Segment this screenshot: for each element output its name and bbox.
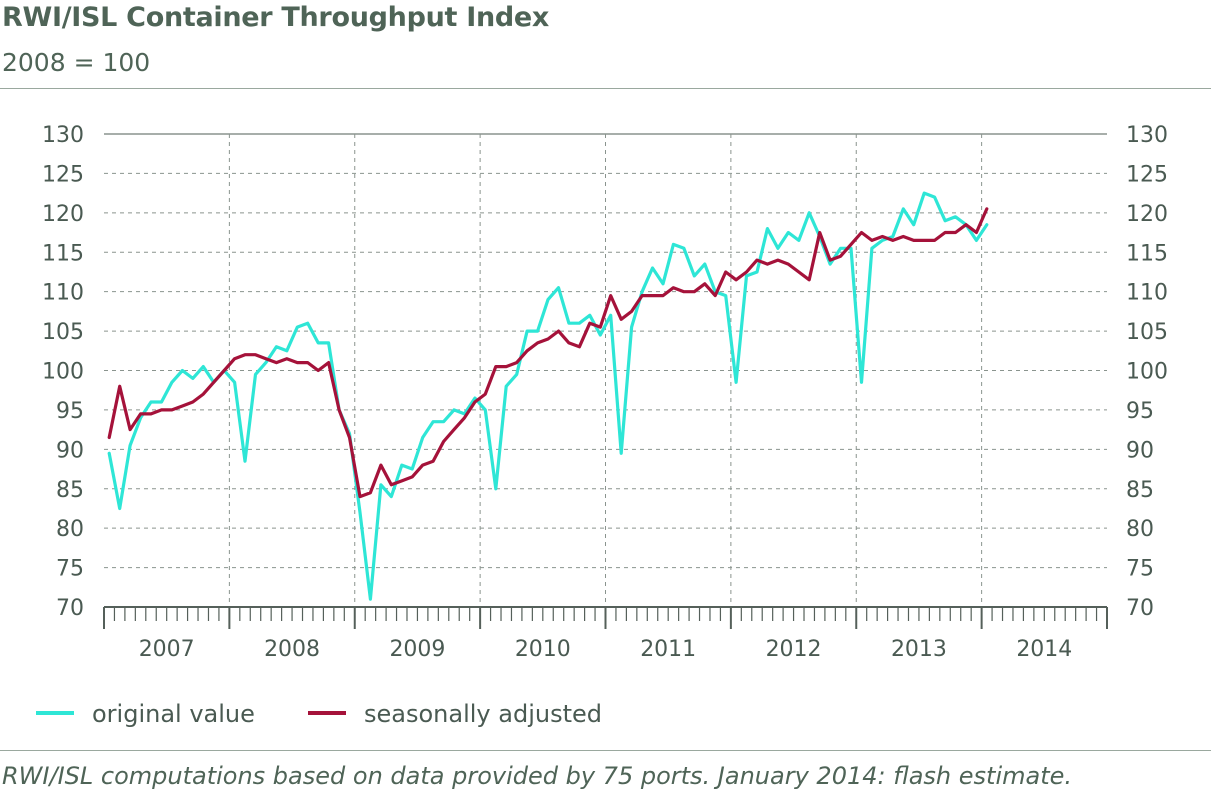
grid-lines xyxy=(104,133,1107,607)
y-tick-label-right: 105 xyxy=(1126,320,1168,345)
y-tick-label-left: 125 xyxy=(42,162,84,187)
y-tick-label-right: 120 xyxy=(1126,202,1168,227)
y-tick-label-left: 120 xyxy=(42,202,84,227)
y-axis-right: 70 75 80 85 90 95 100 105 110 115 120 125 130 xyxy=(1126,123,1168,621)
chart-subtitle: 2008 = 100 xyxy=(2,48,151,77)
y-tick-label-left: 85 xyxy=(56,478,84,503)
legend-label-original: original value xyxy=(92,700,255,728)
legend-label-seasonal: seasonally adjusted xyxy=(364,700,602,728)
x-tick-label: 2012 xyxy=(766,637,822,662)
y-axis-left: 70 75 80 85 90 95 100 105 110 115 120 125 130 xyxy=(42,123,84,621)
series-lines xyxy=(107,191,989,601)
y-tick-label-right: 80 xyxy=(1126,517,1154,542)
x-tick-label: 2007 xyxy=(139,637,195,662)
y-tick-label-right: 130 xyxy=(1126,123,1168,148)
line-chart: 70 75 80 85 90 95 100 105 110 115 120 125 130 70 75 80… xyxy=(36,123,1168,728)
x-tick-label: 2013 xyxy=(891,637,947,662)
y-tick-label-right: 95 xyxy=(1126,399,1154,424)
y-tick-label-right: 75 xyxy=(1126,557,1154,582)
y-tick-label-right: 85 xyxy=(1126,478,1154,503)
y-tick-label-left: 90 xyxy=(56,438,84,463)
chart-title: RWI/ISL Container Throughput Index xyxy=(2,2,550,33)
x-tick-label: 2008 xyxy=(264,637,320,662)
x-tick-label: 2010 xyxy=(515,637,571,662)
y-tick-label-left: 130 xyxy=(42,123,84,148)
x-tick-label: 2014 xyxy=(1016,637,1072,662)
y-tick-label-left: 80 xyxy=(56,517,84,542)
y-tick-label-right: 110 xyxy=(1126,281,1168,306)
y-tick-label-right: 115 xyxy=(1126,241,1168,266)
y-tick-label-right: 70 xyxy=(1126,596,1154,621)
y-tick-label-left: 70 xyxy=(56,596,84,621)
y-tick-label-left: 105 xyxy=(42,320,84,345)
series-seasonal-line xyxy=(107,207,989,499)
y-tick-label-right: 90 xyxy=(1126,438,1154,463)
y-tick-label-left: 75 xyxy=(56,557,84,582)
footer-divider xyxy=(0,750,1211,751)
y-tick-label-left: 115 xyxy=(42,241,84,266)
series-original-line xyxy=(107,191,989,601)
y-tick-label-left: 110 xyxy=(42,281,84,306)
y-tick-label-left: 100 xyxy=(42,360,84,385)
x-axis: 2007 2008 2009 2010 2011 2012 2013 2014 xyxy=(139,637,1073,662)
legend: original value seasonally adjusted xyxy=(36,700,602,728)
x-tick-label: 2009 xyxy=(389,637,445,662)
footnote: RWI/ISL computations based on data provi… xyxy=(2,762,1073,790)
y-tick-label-right: 125 xyxy=(1126,162,1168,187)
x-tick-label: 2011 xyxy=(640,637,696,662)
y-tick-label-left: 95 xyxy=(56,399,84,424)
header-divider xyxy=(0,88,1211,89)
y-tick-label-right: 100 xyxy=(1126,360,1168,385)
axes xyxy=(103,606,1108,629)
